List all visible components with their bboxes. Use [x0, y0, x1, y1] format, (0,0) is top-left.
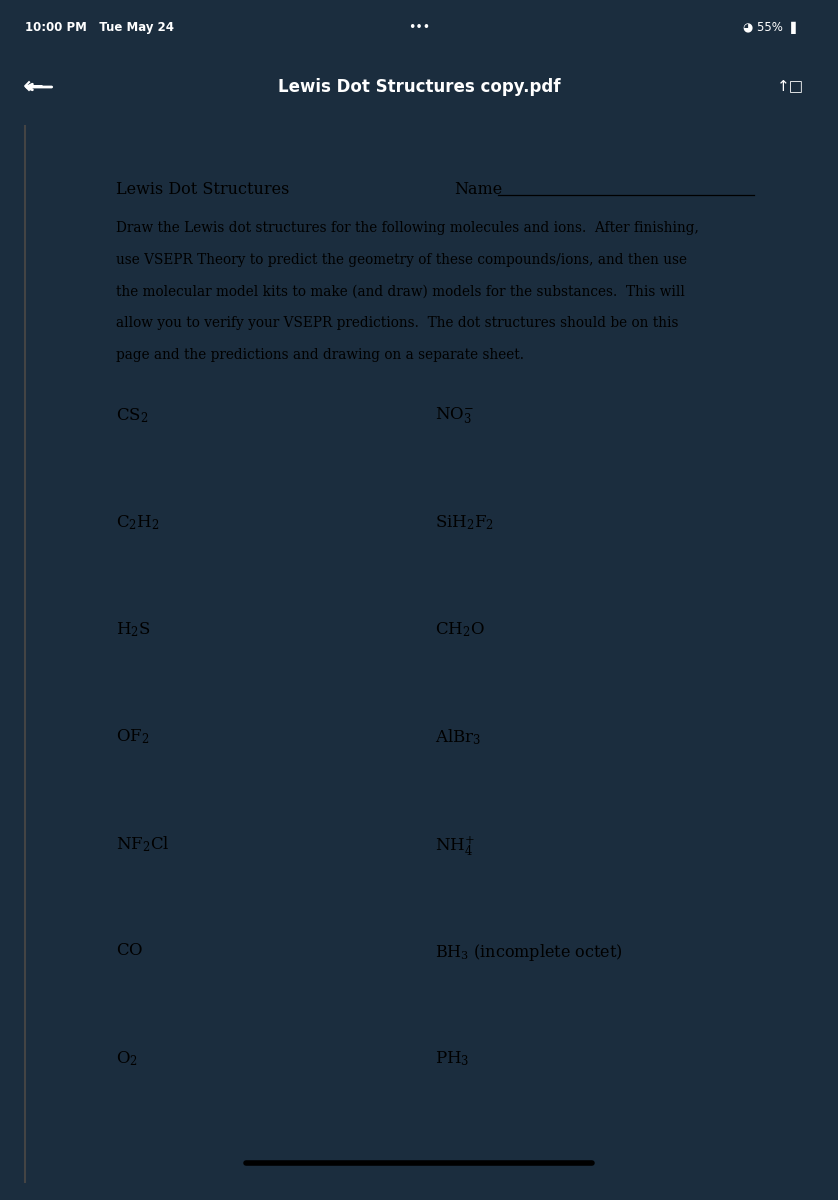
Text: $\mathregular{CO}$: $\mathregular{CO}$ — [116, 942, 143, 959]
Text: $\mathregular{NO_3^{-}}$: $\mathregular{NO_3^{-}}$ — [435, 406, 473, 426]
Text: $\mathregular{C_2H_2}$: $\mathregular{C_2H_2}$ — [116, 514, 159, 532]
Text: Draw the Lewis dot structures for the following molecules and ions.  After finis: Draw the Lewis dot structures for the fo… — [116, 221, 699, 235]
Text: 10:00 PM   Tue May 24: 10:00 PM Tue May 24 — [25, 22, 174, 35]
Text: $\mathregular{CH_2O}$: $\mathregular{CH_2O}$ — [435, 620, 484, 638]
Text: $\mathregular{CS_2}$: $\mathregular{CS_2}$ — [116, 406, 148, 425]
Text: $\mathregular{NH_4^{+}}$: $\mathregular{NH_4^{+}}$ — [435, 834, 474, 858]
Text: $\mathregular{H_2S}$: $\mathregular{H_2S}$ — [116, 620, 150, 638]
Text: $\mathregular{SiH_2F_2}$: $\mathregular{SiH_2F_2}$ — [435, 514, 494, 532]
Text: ◕ 55% ▐: ◕ 55% ▐ — [743, 22, 796, 35]
Text: ←: ← — [23, 74, 44, 98]
Text: use VSEPR Theory to predict the geometry of these compounds/ions, and then use: use VSEPR Theory to predict the geometry… — [116, 253, 686, 266]
Text: Lewis Dot Structures: Lewis Dot Structures — [116, 181, 289, 198]
Text: allow you to verify your VSEPR predictions.  The dot structures should be on thi: allow you to verify your VSEPR predictio… — [116, 316, 678, 330]
Text: Lewis Dot Structures copy.pdf: Lewis Dot Structures copy.pdf — [277, 78, 561, 96]
Text: $\mathregular{O_2}$: $\mathregular{O_2}$ — [116, 1049, 137, 1068]
Text: $\mathregular{NF_2Cl}$: $\mathregular{NF_2Cl}$ — [116, 834, 169, 854]
Text: $\mathregular{AlBr_3}$: $\mathregular{AlBr_3}$ — [435, 727, 481, 748]
Text: page and the predictions and drawing on a separate sheet.: page and the predictions and drawing on … — [116, 348, 524, 361]
Text: ↑□: ↑□ — [778, 79, 804, 95]
Text: $\mathregular{OF_2}$: $\mathregular{OF_2}$ — [116, 727, 149, 746]
Text: the molecular model kits to make (and draw) models for the substances.  This wil: the molecular model kits to make (and dr… — [116, 284, 685, 299]
Text: •••: ••• — [408, 22, 430, 35]
Text: $\mathregular{BH_3}$ (incomplete octet): $\mathregular{BH_3}$ (incomplete octet) — [435, 942, 623, 962]
Text: $\mathregular{PH_3}$: $\mathregular{PH_3}$ — [435, 1049, 469, 1068]
Text: Name: Name — [454, 181, 503, 198]
